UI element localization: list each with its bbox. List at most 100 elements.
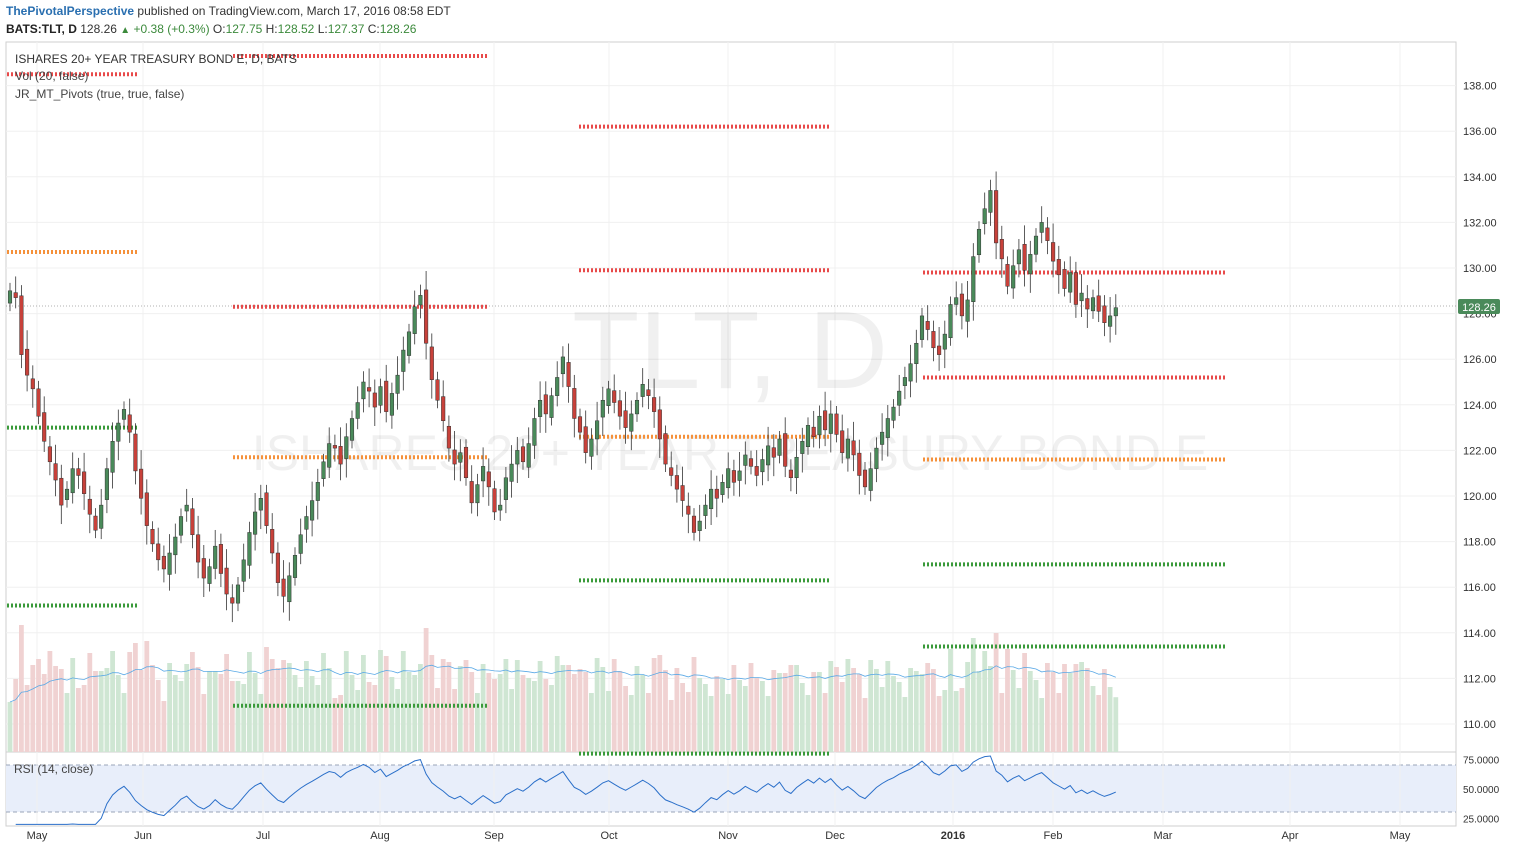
- volume-bar: [993, 633, 999, 752]
- price-chart[interactable]: TLT, D ISHARES 20+ YEAR TREASURY BOND E …: [0, 40, 1515, 850]
- volume-bar: [685, 692, 691, 752]
- volume-bar: [1010, 670, 1016, 752]
- volume-bar: [549, 685, 554, 752]
- volume-bar: [13, 679, 19, 752]
- volume-bar: [127, 652, 133, 752]
- candle-body: [1033, 235, 1039, 255]
- volume-bar: [817, 672, 822, 752]
- candle-body: [777, 438, 782, 456]
- candle-body: [834, 413, 839, 435]
- candle-body: [384, 380, 389, 412]
- volume-bar: [794, 665, 799, 752]
- time-tick: May: [27, 830, 48, 842]
- candle-body: [281, 578, 286, 597]
- candle-body: [367, 387, 372, 392]
- volume-bar: [782, 673, 788, 752]
- published-text: published on TradingView.com, March 17, …: [137, 4, 451, 18]
- candle-body: [937, 345, 942, 355]
- candle-body: [258, 498, 263, 511]
- volume-bar: [224, 654, 229, 752]
- volume-bar: [115, 675, 121, 752]
- volume-bar: [412, 675, 418, 752]
- volume-bar: [1039, 698, 1045, 752]
- watermark-symbol: TLT, D: [572, 289, 888, 412]
- candle-body: [686, 505, 691, 515]
- candle-body: [230, 597, 235, 604]
- candle-body: [475, 484, 480, 504]
- price-axis[interactable]: 110.00 112.00 114.00 116.00 118.00 120.00 122.…: [1463, 81, 1497, 731]
- candle-body: [304, 516, 309, 530]
- candle-body: [201, 558, 206, 579]
- volume-bar: [110, 651, 115, 752]
- main-pane: [5, 41, 1457, 753]
- volume-bar: [839, 682, 845, 752]
- candle-body: [555, 377, 560, 396]
- candle-body: [845, 438, 850, 459]
- up-triangle-icon: ▲: [120, 25, 131, 36]
- volume-bar: [663, 670, 668, 752]
- candle-body: [458, 452, 463, 463]
- volume-bar: [76, 688, 81, 752]
- candle-body: [857, 452, 862, 476]
- low-label: L:: [317, 22, 328, 36]
- candle-body: [617, 400, 622, 417]
- candle-body: [196, 534, 201, 563]
- rsi-band: [6, 765, 1456, 812]
- volume-bar: [190, 652, 195, 752]
- volume-bar: [36, 659, 41, 752]
- candle-body: [47, 446, 52, 463]
- volume-bar: [1107, 687, 1113, 752]
- candle-body: [538, 399, 543, 417]
- volume-bar: [851, 668, 856, 752]
- candle-body: [1096, 295, 1101, 312]
- candle-body: [156, 543, 161, 561]
- volume-bar: [87, 653, 93, 752]
- time-axis[interactable]: May Jun Jul Aug Sep Oct Nov Dec 2016 Feb Mar Apr May: [27, 830, 1411, 842]
- candle-body: [53, 463, 58, 481]
- volume-bar: [24, 685, 30, 752]
- candle-body: [1068, 272, 1073, 293]
- volume-bar: [1056, 693, 1062, 752]
- publisher-link[interactable]: ThePivotalPerspective: [6, 4, 135, 18]
- volume-bar: [30, 665, 36, 752]
- volume-bar: [343, 651, 349, 752]
- volume-bar: [138, 670, 144, 752]
- price-tick: 138.00: [1463, 81, 1497, 93]
- volume-bar: [799, 683, 805, 752]
- volume-bar: [58, 669, 64, 752]
- volume-bar: [326, 668, 332, 752]
- volume-bar: [218, 674, 224, 752]
- candle-body: [332, 445, 337, 449]
- volume-bar: [1113, 697, 1119, 752]
- volume-bar: [885, 661, 891, 752]
- volume-bar: [275, 668, 281, 752]
- candle-body: [144, 492, 149, 526]
- volume-bar: [486, 673, 492, 752]
- volume-bar: [862, 698, 868, 752]
- candle-body: [811, 426, 816, 437]
- candle-body: [919, 315, 925, 340]
- volume-bar: [457, 666, 463, 752]
- volume-bar: [594, 658, 600, 752]
- candle-body: [1022, 244, 1027, 271]
- volume-bar: [611, 659, 617, 752]
- candle-body: [1113, 307, 1118, 317]
- volume-bar: [423, 628, 429, 752]
- candle-body: [64, 488, 70, 500]
- candle-body: [178, 516, 184, 536]
- candle-body: [509, 463, 514, 482]
- volume-bar: [332, 698, 338, 752]
- candle-body: [885, 418, 890, 438]
- candle-body: [292, 555, 298, 578]
- candles: [7, 171, 1118, 623]
- candle-body: [629, 413, 634, 432]
- candle-body: [805, 425, 811, 448]
- volume-bar: [64, 693, 70, 752]
- candle-body: [99, 504, 104, 529]
- volume-bar: [902, 697, 908, 752]
- candle-body: [634, 399, 640, 415]
- candle-body: [1005, 264, 1010, 287]
- candle-body: [25, 348, 30, 376]
- candle-body: [743, 454, 748, 466]
- volume-bar: [121, 693, 127, 752]
